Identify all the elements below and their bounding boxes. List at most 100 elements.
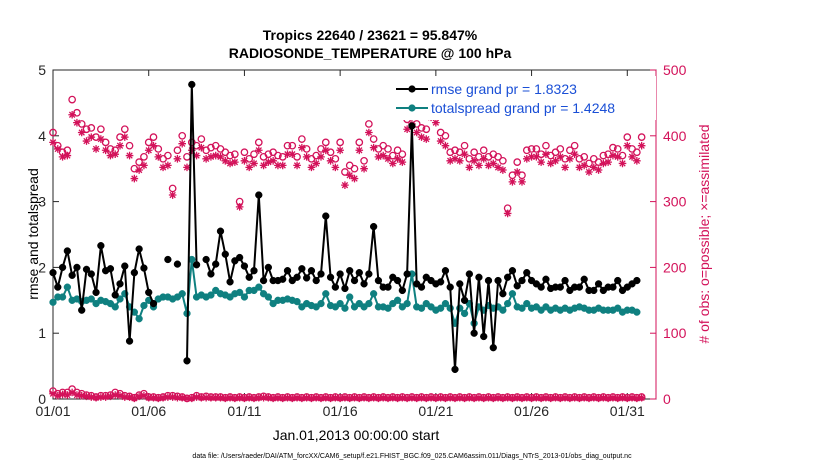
obs-possible-115 [599,151,608,160]
rmse-point-74 [403,270,411,278]
obs-assimilated-31 [197,143,206,152]
y-left-tick-label-1: 1 [38,325,46,341]
obs-assimilated-30 [192,151,201,160]
rmse-point-8 [87,270,95,278]
obs-assimilated-116 [604,158,612,166]
rmse-point-13 [111,291,119,299]
obs-possible-16 [125,141,134,150]
obs-assimilated-14 [116,141,124,150]
obs-assimilated-17 [130,174,139,183]
obs-assimilated-105 [551,157,560,165]
obs-assimilated-63 [350,174,359,183]
rmse-point-102 [537,283,545,291]
obs-possible-99 [522,146,531,155]
rmse-point-93 [494,276,502,285]
obs-assimilated-110 [575,163,584,172]
obs-possible-65 [360,156,368,165]
rmse-point-34 [212,260,220,268]
obs-assimilated-43 [254,146,263,155]
obs-assimilated-low-79 [427,393,435,402]
obs-assimilated-55 [312,159,321,168]
obs-assimilated-97 [513,168,522,176]
obs-assimilated-low-29 [187,394,196,403]
obs-possible-4 [68,95,76,104]
rmse-point-99 [523,269,531,277]
obs-possible-40 [240,148,249,157]
obs-assimilated-15 [120,133,129,141]
obs-assimilated-low-81 [436,393,445,402]
rmse-point-43 [255,191,263,199]
obs-assimilated-low-36 [221,394,230,403]
obs-assimilated-69 [379,151,388,160]
obs-assimilated-low-105 [551,393,560,402]
obs-assimilated-62 [345,171,354,180]
obs-possible-47 [274,151,282,160]
obs-possible-42 [250,150,258,159]
rmse-point-10 [97,242,105,250]
obs-possible-94 [499,156,507,165]
totalspread-point-3 [63,283,72,291]
obs-assimilated-low-4 [68,388,76,397]
rmse-point-61 [341,284,349,293]
obs-assimilated-57 [321,146,330,155]
obs-assimilated-36 [221,157,230,165]
obs-possible-19 [140,153,148,161]
obs-assimilated-28 [183,163,191,172]
obs-assimilated-34 [211,151,220,160]
obs-assimilated-0 [49,138,57,147]
obs-assimilated-92 [489,159,498,168]
obs-assimilated-low-11 [101,393,110,401]
x-tick-label-5: 01/26 [514,403,549,419]
rmse-point-98 [518,276,526,285]
obs-assimilated-low-45 [264,393,273,402]
x-tick-label-2: 01/11 [227,403,261,419]
obs-assimilated-86 [460,150,469,159]
obs-possible-120 [623,133,632,141]
rmse-point-91 [484,276,493,285]
obs-assimilated-low-14 [116,391,124,400]
obs-possible-110 [575,154,584,163]
plot-area: 01/01 01/06 01/11 01/16 01/21 01/26 01/31 0 1 2 3 4… [35,62,686,419]
totalspread-point-99 [523,299,531,308]
rmse-point-30 [192,261,201,269]
x-tick-label-4: 01/21 [418,403,453,419]
obs-assimilated-41 [245,163,254,172]
obs-assimilated-117 [609,151,617,160]
obs-assimilated-18 [135,166,143,174]
y-right-tick-label-4: 400 [663,128,687,144]
obs-assimilated-107 [561,163,569,172]
rmse-point-68 [374,276,383,285]
chart-title: Tropics 22640 / 23621 = 95.847% [263,27,478,43]
obs-assimilated-74 [403,125,411,134]
obs-assimilated-8 [87,133,96,141]
rmse-point-55 [312,276,320,285]
obs-assimilated-low-63 [350,393,359,402]
totalspread-point-33 [207,291,215,299]
obs-possible-83 [446,148,455,157]
obs-assimilated-low-10 [97,393,105,401]
obs-possible-27 [178,131,187,140]
totalspread-point-67 [369,290,378,298]
obs-assimilated-7 [82,137,91,145]
totalspread-point-19 [140,301,148,310]
obs-possible-82 [441,131,450,140]
obs-assimilated-low-99 [522,393,531,402]
obs-possible-61 [341,168,349,176]
obs-assimilated-low-19 [140,391,148,400]
obs-assimilated-81 [436,137,445,145]
obs-assimilated-low-37 [226,393,234,402]
obs-assimilated-low-100 [527,394,536,403]
obs-assimilated-low-2 [58,390,67,399]
obs-assimilated-low-31 [197,393,206,402]
y-left-tick-label-2: 2 [38,259,46,275]
obs-assimilated-low-112 [585,394,593,403]
totalspread-point-122 [633,308,641,316]
obs-possible-33 [207,143,215,152]
totalspread-point-61 [341,304,349,312]
rmse-point-107 [561,276,569,285]
totalspread-point-43 [255,283,263,291]
obs-assimilated-low-49 [283,393,292,402]
obs-assimilated-low-78 [422,394,431,403]
rmse-point-90 [480,332,488,341]
x-axis-label: Jan.01,2013 00:00:00 start [273,427,440,443]
